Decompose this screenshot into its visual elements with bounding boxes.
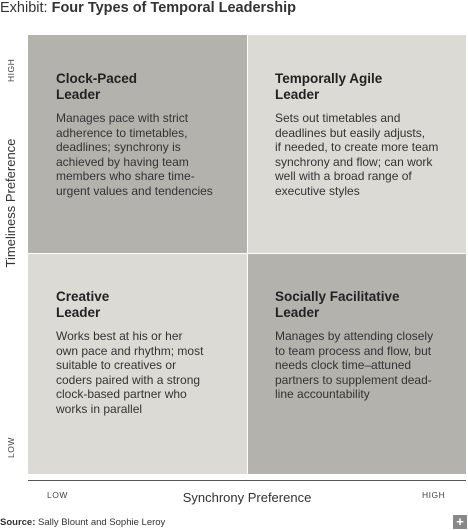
quadrant-clock-paced: Clock-Paced Leader Manages pace with str… — [28, 35, 247, 253]
quadrant-socially-facilitative: Socially Facilitative Leader Manages by … — [247, 253, 466, 474]
x-axis-low-label: LOW — [47, 490, 68, 500]
quadrant-creative: Creative Leader Works best at his or her… — [28, 253, 247, 474]
horizontal-divider — [28, 253, 466, 254]
x-axis-label: Synchrony Preference — [182, 490, 312, 505]
x-axis-line — [28, 480, 466, 481]
title-main: Four Types of Temporal Leadership — [51, 0, 296, 16]
y-axis-label: Timeliness Preference — [3, 138, 18, 268]
quadrant-title: Socially Facilitative Leader — [275, 289, 400, 320]
vertical-divider — [247, 35, 248, 474]
quadrant-title: Creative Leader — [56, 289, 110, 320]
x-axis-high-label: HIGH — [422, 490, 446, 500]
quadrant-description: Works best at his or her own pace and rh… — [56, 329, 204, 416]
quadrant-title: Temporally Agile Leader — [275, 71, 383, 102]
source-label: Source: — [0, 517, 36, 528]
plus-icon[interactable]: + — [453, 515, 467, 529]
quadrant-description: Sets out timetables and deadlines but ea… — [275, 111, 439, 198]
y-axis-high-label: HIGH — [6, 58, 16, 82]
quadrant-description: Manages by attending closely to team pro… — [275, 329, 434, 402]
y-axis-low-label: LOW — [6, 437, 16, 458]
source-note: Source: Sally Blount and Sophie Leroy — [0, 517, 165, 528]
exhibit-title: Exhibit: Four Types of Temporal Leadersh… — [0, 0, 296, 16]
source-text: Sally Blount and Sophie Leroy — [35, 517, 166, 528]
quadrant-temporally-agile: Temporally Agile Leader Sets out timetab… — [247, 35, 466, 253]
quadrant-description: Manages pace with strict adherence to ti… — [56, 111, 213, 198]
quadrant-grid: Clock-Paced Leader Manages pace with str… — [28, 35, 466, 474]
quadrant-title: Clock-Paced Leader — [56, 71, 138, 102]
title-prefix: Exhibit: — [0, 0, 52, 16]
